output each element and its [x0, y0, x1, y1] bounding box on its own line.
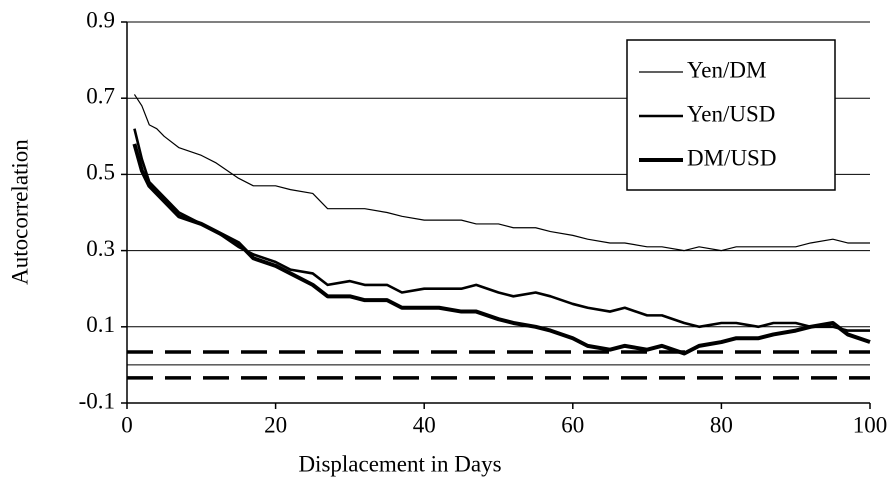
legend-label: DM/USD	[687, 145, 776, 170]
y-tick-label: 0.1	[86, 312, 115, 337]
y-tick-label: 0.5	[86, 160, 115, 185]
y-axis-title: Autocorrelation	[7, 139, 32, 285]
series-line	[133, 94, 870, 252]
y-tick-label: 0.9	[86, 7, 115, 32]
legend-label: Yen/USD	[687, 101, 775, 126]
x-tick-label: 80	[710, 412, 733, 437]
x-tick-label: 0	[121, 412, 133, 437]
x-tick-label: 100	[853, 412, 888, 437]
x-tick-label: 60	[561, 412, 584, 437]
x-axis-title: Displacement in Days	[298, 451, 501, 476]
y-tick-label: 0.3	[86, 236, 115, 261]
x-tick-label: 40	[413, 412, 436, 437]
legend-label: Yen/DM	[687, 57, 766, 82]
x-tick-label: 20	[264, 412, 287, 437]
y-tick-label: 0.7	[86, 83, 115, 108]
series-line	[132, 143, 871, 356]
y-tick-label: -0.1	[79, 388, 115, 413]
